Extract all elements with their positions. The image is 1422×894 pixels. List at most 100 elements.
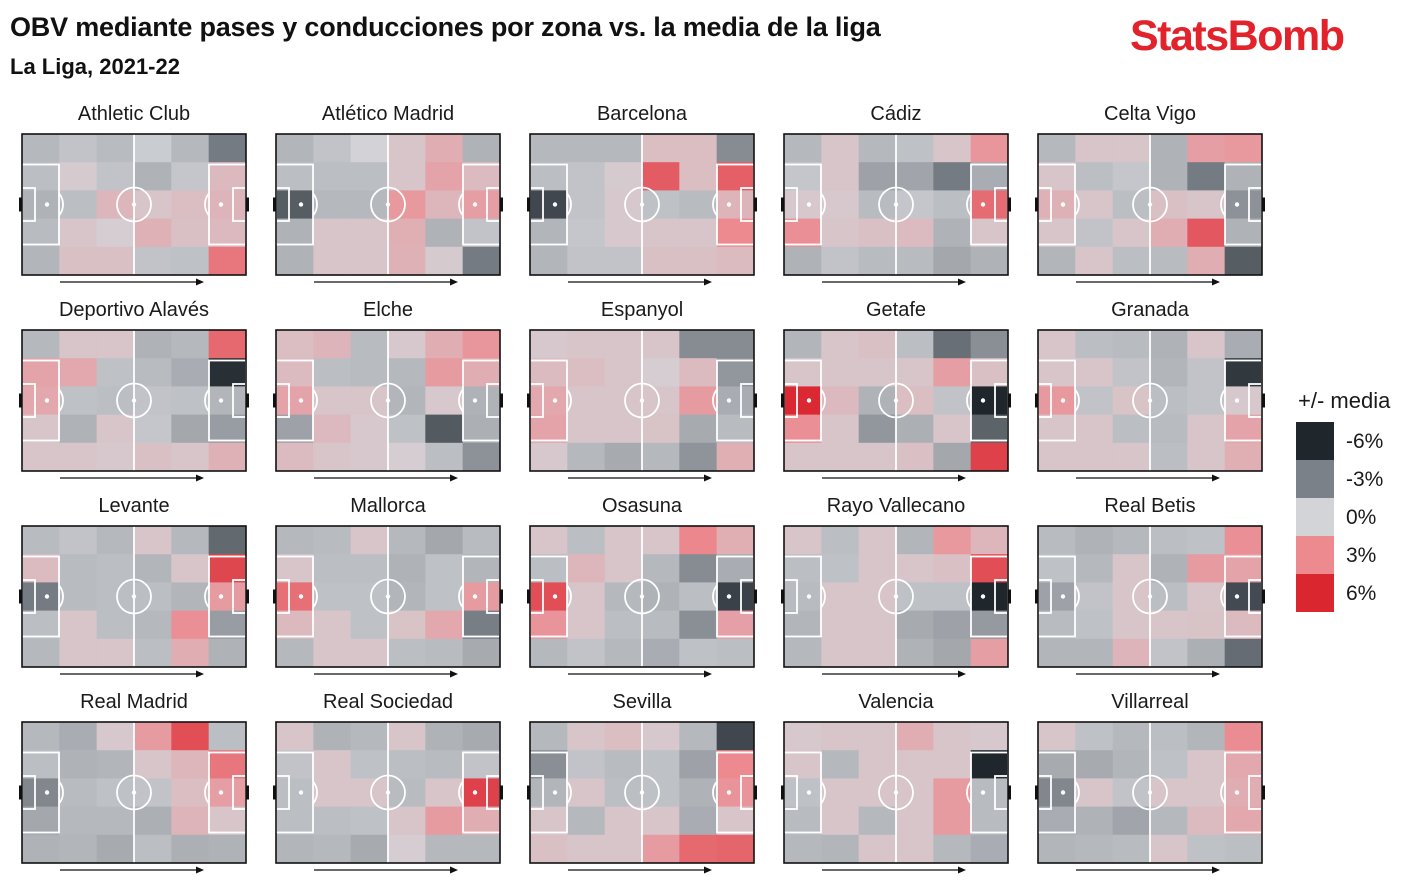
- heatmap-cell: [530, 190, 568, 219]
- heatmap-cell: [858, 414, 897, 444]
- heatmap-cell: [276, 414, 314, 444]
- attack-direction-arrowhead: [704, 866, 712, 874]
- heatmap-cell: [425, 162, 464, 191]
- heatmap-cell: [1224, 834, 1263, 864]
- heatmap-cell: [970, 246, 1009, 276]
- right-penalty-arc: [1220, 780, 1226, 805]
- heatmap-cell: [821, 330, 860, 359]
- heatmap-cell: [208, 134, 247, 163]
- heatmap-cell: [462, 246, 501, 276]
- heatmap-cell: [642, 358, 680, 387]
- heatmap-cell: [208, 358, 247, 387]
- heatmap-cell: [858, 778, 897, 807]
- heatmap-cell: [171, 218, 210, 248]
- heatmap-cell: [933, 330, 972, 359]
- attack-direction-arrowhead: [958, 866, 966, 874]
- heatmap-cell: [604, 806, 643, 836]
- heatmap-cell: [134, 246, 172, 276]
- heatmap-cell: [784, 806, 822, 836]
- heatmap-cell: [1187, 134, 1226, 163]
- left-penalty-arc: [566, 584, 572, 609]
- heatmap-cell: [22, 330, 60, 359]
- heatmap-cell: [388, 750, 426, 779]
- heatmap-cell: [970, 778, 1009, 807]
- left-goal: [781, 393, 784, 408]
- heatmap-cell: [134, 218, 172, 248]
- heatmap-cell: [425, 526, 464, 555]
- heatmap-cell: [208, 526, 247, 555]
- attack-direction-arrowhead: [196, 866, 204, 874]
- heatmap-cell: [858, 750, 897, 779]
- heatmap-cell: [1038, 358, 1076, 387]
- team-name: Osasuna: [602, 495, 683, 517]
- left-penalty-spot: [806, 398, 812, 403]
- heatmap-cell: [313, 750, 352, 779]
- right-penalty-arc: [204, 192, 210, 217]
- heatmap-cell: [642, 806, 680, 836]
- heatmap-cell: [716, 218, 755, 248]
- heatmap-cell: [1038, 246, 1076, 276]
- heatmap-cell: [1038, 414, 1076, 444]
- heatmap-cell: [1187, 806, 1226, 836]
- center-circle: [370, 578, 406, 615]
- heatmap-cell: [22, 442, 60, 472]
- heatmap-cell: [96, 358, 135, 387]
- heatmap-cell: [1224, 386, 1263, 415]
- center-circle: [370, 382, 406, 419]
- heatmap-cell: [821, 526, 860, 555]
- heatmap-cell: [716, 134, 755, 163]
- heatmap-cell: [821, 190, 860, 219]
- heatmap-cell: [134, 638, 172, 668]
- left-penalty-spot: [1060, 398, 1066, 403]
- heatmap-cell: [1038, 190, 1076, 219]
- left-penalty-arc: [1074, 192, 1080, 217]
- heatmap-cell: [388, 134, 426, 163]
- right-goal: [1262, 785, 1265, 800]
- heatmap-cell: [567, 834, 606, 864]
- left-penalty-arc: [820, 388, 826, 413]
- heatmap-cell: [530, 722, 568, 751]
- heatmap-cell: [59, 806, 98, 836]
- heatmap-cell: [1075, 414, 1114, 444]
- center-spot: [893, 790, 899, 795]
- left-goal: [19, 785, 22, 800]
- left-penalty-spot: [298, 398, 304, 403]
- heatmap-cell: [1224, 330, 1263, 359]
- heatmap-cell: [970, 414, 1009, 444]
- pitch-border: [783, 133, 1009, 276]
- heatmap-cell: [970, 582, 1009, 611]
- pitch-border: [783, 525, 1009, 668]
- heatmap-cell: [388, 386, 426, 415]
- heatmap-cell: [462, 806, 501, 836]
- legend-label: -3%: [1346, 468, 1383, 491]
- heatmap-cell: [716, 554, 755, 583]
- heatmap-cell: [134, 582, 172, 611]
- heatmap-cell: [784, 358, 822, 387]
- team-panel-deportivo-alaves: Deportivo Alavés: [19, 299, 249, 482]
- heatmap-cell: [96, 554, 135, 583]
- heatmap-cell: [604, 638, 643, 668]
- heatmap-cell: [1075, 442, 1114, 472]
- heatmap-cell: [134, 190, 172, 219]
- left-goal: [273, 393, 276, 408]
- left-goal: [1035, 785, 1038, 800]
- heatmap-cell: [313, 778, 352, 807]
- attack-direction-arrowhead: [704, 474, 712, 482]
- heatmap-cell: [716, 582, 755, 611]
- heatmap-cell: [567, 134, 606, 163]
- right-penalty-spot: [1234, 594, 1240, 599]
- left-goal: [1035, 589, 1038, 604]
- heatmap-cell: [388, 358, 426, 387]
- right-penalty-arc: [204, 584, 210, 609]
- heatmap-cell: [567, 722, 606, 751]
- heatmap-cell: [970, 134, 1009, 163]
- right-penalty-arc: [204, 780, 210, 805]
- heatmap-cell: [22, 554, 60, 583]
- heatmap-cell: [313, 442, 352, 472]
- heatmap-cell: [1224, 722, 1263, 751]
- right-goal: [500, 589, 503, 604]
- heatmap-cell: [896, 386, 934, 415]
- heatmap-cell: [1224, 806, 1263, 836]
- attack-direction-arrowhead: [196, 474, 204, 482]
- right-penalty-spot: [472, 594, 478, 599]
